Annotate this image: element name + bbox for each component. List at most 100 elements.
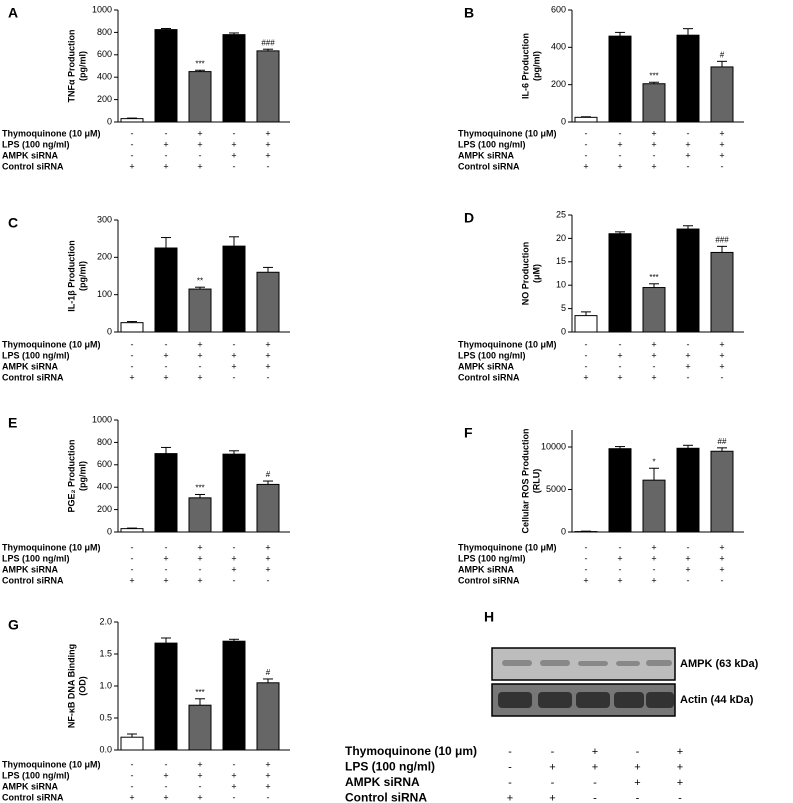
condition-sign: -	[585, 350, 588, 360]
condition-sign: +	[617, 139, 622, 149]
condition-label: AMPK siRNA	[458, 150, 515, 160]
condition-sign: +	[617, 372, 622, 382]
condition-label: Control siRNA	[458, 372, 520, 382]
bar	[256, 50, 280, 123]
condition-sign: -	[199, 361, 202, 371]
bar	[188, 71, 212, 123]
bar	[120, 118, 144, 123]
y-tick-label: 10000	[541, 441, 566, 451]
condition-sign: -	[619, 542, 622, 552]
condition-sign: -	[165, 361, 168, 371]
y-tick-label: 5	[561, 303, 566, 313]
y-tick-label: 400	[97, 72, 112, 82]
condition-sign: -	[687, 128, 690, 138]
condition-sign: -	[585, 361, 588, 371]
condition-sign: -	[619, 150, 622, 160]
significance: ##	[718, 437, 727, 446]
condition-sign: +	[231, 770, 236, 780]
condition-sign: +	[583, 575, 588, 585]
bar	[676, 34, 700, 123]
condition-sign: +	[265, 150, 270, 160]
significance: #	[266, 668, 271, 677]
condition-label: LPS (100 ng/ml)	[2, 139, 70, 149]
significance: ***	[195, 59, 204, 68]
condition-sign: +	[719, 361, 724, 371]
condition-sign: -	[653, 150, 656, 160]
condition-sign: +	[265, 781, 270, 791]
condition-sign: -	[165, 128, 168, 138]
bar	[222, 453, 246, 533]
condition-sign: +	[129, 161, 134, 171]
condition-sign: +	[197, 339, 202, 349]
condition-sign: +	[163, 553, 168, 563]
y-tick-label: 600	[97, 459, 112, 469]
condition-sign: -	[165, 781, 168, 791]
condition-sign: +	[265, 128, 270, 138]
condition-sign: -	[721, 575, 724, 585]
y-axis-label: NO Production	[520, 242, 530, 306]
condition-sign: +	[163, 139, 168, 149]
bar	[642, 479, 666, 533]
bar	[608, 448, 632, 533]
bar	[256, 483, 280, 533]
panel-label: C	[8, 215, 18, 231]
bar	[120, 528, 144, 533]
bar	[642, 83, 666, 123]
condition-sign: -	[233, 339, 236, 349]
condition-sign: -	[131, 564, 134, 574]
actin-bands	[498, 692, 674, 708]
condition-sign: +	[231, 350, 236, 360]
condition-sign: -	[233, 759, 236, 769]
significance: ***	[649, 71, 658, 80]
condition-sign: -	[131, 770, 134, 780]
condition-sign: +	[592, 761, 598, 773]
bar	[710, 251, 734, 333]
condition-sign: +	[163, 350, 168, 360]
y-tick-label: 400	[97, 482, 112, 492]
condition-sign: +	[129, 372, 134, 382]
condition-sign: -	[636, 792, 640, 803]
significance: #	[266, 470, 271, 479]
condition-sign: -	[233, 542, 236, 552]
condition-sign: +	[617, 575, 622, 585]
bar	[676, 447, 700, 533]
condition-sign: +	[592, 746, 598, 758]
condition-sign: +	[197, 575, 202, 585]
bar	[710, 450, 734, 533]
condition-label: Thymoquinone (10 μm)	[345, 744, 477, 758]
bar	[188, 288, 212, 333]
condition-sign: -	[233, 372, 236, 382]
y-axis-label: NF-κB DNA Binding	[66, 644, 76, 728]
y-tick-label: 100	[97, 289, 112, 299]
significance: ***	[649, 273, 658, 282]
y-tick-label: 15	[556, 256, 566, 266]
condition-sign: +	[685, 350, 690, 360]
condition-sign: +	[507, 792, 513, 803]
condition-sign: +	[197, 139, 202, 149]
y-axis-label: PGE₂ Production	[66, 439, 76, 512]
condition-sign: -	[199, 564, 202, 574]
condition-sign: +	[651, 339, 656, 349]
ampk-bands	[502, 660, 672, 666]
y-tick-label: 0	[561, 526, 566, 536]
bar	[154, 247, 178, 333]
y-axis-label: Cellular ROS Production	[520, 428, 530, 533]
condition-sign: +	[685, 553, 690, 563]
condition-label: AMPK siRNA	[458, 564, 515, 574]
condition-sign: -	[687, 542, 690, 552]
y-tick-label: 1000	[92, 414, 112, 424]
condition-sign: +	[265, 361, 270, 371]
condition-label: LPS (100 ng/ml)	[2, 553, 70, 563]
bar	[120, 322, 144, 333]
condition-sign: -	[551, 777, 555, 789]
condition-label: Thymoquinone (10 μM)	[458, 542, 557, 552]
y-tick-label: 10	[556, 280, 566, 290]
condition-sign: +	[265, 139, 270, 149]
panel-label: D	[464, 210, 474, 226]
condition-sign: -	[619, 128, 622, 138]
condition-sign: +	[231, 150, 236, 160]
y-axis-label: IL-6 Production	[520, 33, 530, 99]
condition-label: Thymoquinone (10 μM)	[2, 542, 101, 552]
condition-sign: -	[585, 128, 588, 138]
